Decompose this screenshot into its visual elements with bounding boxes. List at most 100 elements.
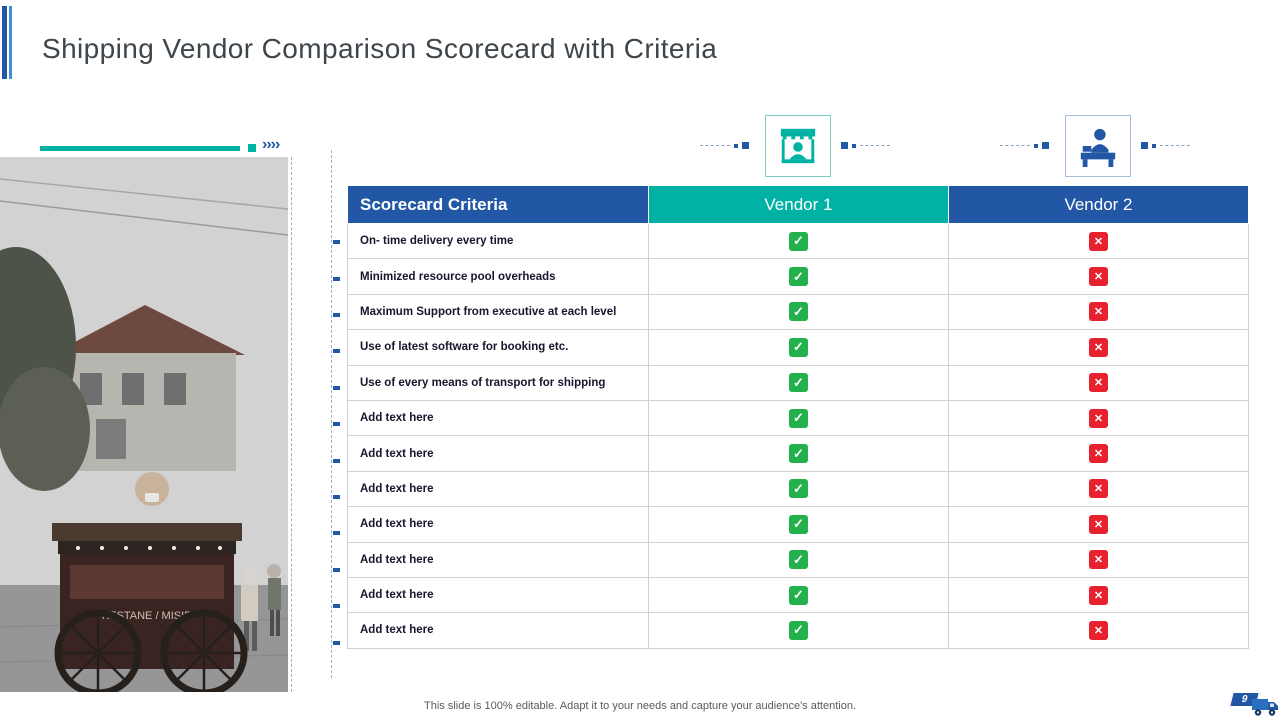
table-row: Add text here ✓ ✕ [347,506,1250,543]
street-food-cart-photo: KESTANE / MISIR [0,157,288,692]
vendor2-cell: ✕ [947,470,1250,508]
vendor2-cell: ✕ [947,612,1250,649]
criteria-cell: Use of latest software for booking etc. [347,329,649,366]
header-scorecard-criteria: Scorecard Criteria [347,185,649,224]
vendor2-cell: ✕ [947,258,1250,295]
scorecard-table: Scorecard Criteria Vendor 1 Vendor 2 On-… [347,185,1250,649]
check-icon: ✓ [788,444,808,464]
cross-icon: ✕ [1088,514,1108,534]
table-row: Add text here ✓ ✕ [347,435,1250,472]
row-bullet [333,313,340,318]
vendor1-cell: ✓ [647,506,949,543]
criteria-cell: Add text here [347,470,649,508]
row-bullet [333,349,340,354]
vendor1-cell: ✓ [647,612,949,649]
check-icon: ✓ [788,231,808,251]
table-row: Add text here ✓ ✕ [347,470,1250,508]
table-row: Add text here ✓ ✕ [347,612,1250,649]
vendor2-cell: ✕ [947,399,1250,437]
vendor1-cell: ✓ [647,329,949,366]
connector-square [742,142,749,149]
connector-dash [1160,145,1190,146]
vendor1-cell: ✓ [647,293,949,331]
criteria-cell: Add text here [347,541,649,578]
vendor1-cell: ✓ [647,258,949,295]
title-underline-decoration [40,146,240,151]
cross-icon: ✕ [1088,337,1108,357]
vendor2-cell: ✕ [947,506,1250,543]
vendor2-cell: ✕ [947,293,1250,331]
row-bullet [333,276,340,281]
kiosk-storefront-icon [780,128,816,164]
photo-illustration: KESTANE / MISIR [0,157,288,692]
vendor2-cell: ✕ [947,329,1250,366]
row-bullet [333,458,340,463]
criteria-cell: Add text here [347,576,649,614]
delivery-truck-icon [1252,697,1279,718]
connector-dash [860,145,890,146]
connector-dash [1000,145,1030,146]
accent-bar [2,6,7,79]
scorecard-table-body: On- time delivery every time ✓ ✕ Minimized … [347,222,1250,649]
row-bullet [333,531,340,536]
criteria-cell: Add text here [347,506,649,543]
criteria-cell: Use of every means of transport for ship… [347,364,649,401]
cross-icon: ✕ [1088,408,1108,428]
cross-icon: ✕ [1088,479,1108,499]
dashed-divider [291,157,292,692]
connector-dash [700,145,730,146]
criteria-cell: Minimized resource pool overheads [347,258,649,295]
cross-icon: ✕ [1088,302,1108,322]
row-bullet [333,604,340,609]
connector-square [1034,144,1038,148]
vendor1-cell: ✓ [647,364,949,401]
check-icon: ✓ [788,585,808,605]
chevrons-decoration: ›››› [262,136,280,153]
row-bullet [333,240,340,245]
row-bullet [333,385,340,390]
footer-note: This slide is 100% editable. Adapt it to… [424,700,856,712]
check-icon: ✓ [788,514,808,534]
row-bullet [333,495,340,500]
vendor2-cell: ✕ [947,435,1250,472]
table-row: Maximum Support from executive at each l… [347,293,1250,331]
cross-icon: ✕ [1088,373,1108,393]
check-icon: ✓ [788,302,808,322]
page-title: Shipping Vendor Comparison Scorecard wit… [42,33,718,64]
table-row: Add text here ✓ ✕ [347,576,1250,614]
cross-icon: ✕ [1088,267,1108,287]
vendor1-cell: ✓ [647,541,949,578]
vendor1-cell: ✓ [647,435,949,472]
table-row: Use of every means of transport for ship… [347,364,1250,401]
connector-square [1141,142,1148,149]
vendor2-cell: ✕ [947,364,1250,401]
row-bullet [333,640,340,645]
reception-desk-person-icon [1080,128,1116,167]
cross-icon: ✕ [1088,550,1108,570]
vendor2-cell: ✕ [947,541,1250,578]
vendor1-cell: ✓ [647,576,949,614]
vendor2-cell: ✕ [947,576,1250,614]
criteria-cell: Maximum Support from executive at each l… [347,293,649,331]
connector-square [734,144,738,148]
connector-square [1042,142,1049,149]
connector-square [1152,144,1156,148]
dashed-divider [331,150,332,678]
check-icon: ✓ [788,479,808,499]
criteria-cell: Add text here [347,612,649,649]
check-icon: ✓ [788,620,808,640]
vendor1-kiosk-icon [765,115,831,177]
deco-square [248,144,256,152]
row-bullets [333,224,341,661]
table-header-row: Scorecard Criteria Vendor 1 Vendor 2 [347,185,1250,224]
vendor1-cell: ✓ [647,222,949,260]
row-bullet [333,567,340,572]
check-icon: ✓ [788,408,808,428]
row-bullet [333,422,340,427]
vendor2-reception-icon [1065,115,1131,177]
table-row: Add text here ✓ ✕ [347,399,1250,437]
check-icon: ✓ [788,550,808,570]
table-row: Minimized resource pool overheads ✓ ✕ [347,258,1250,295]
vendor2-cell: ✕ [947,222,1250,260]
